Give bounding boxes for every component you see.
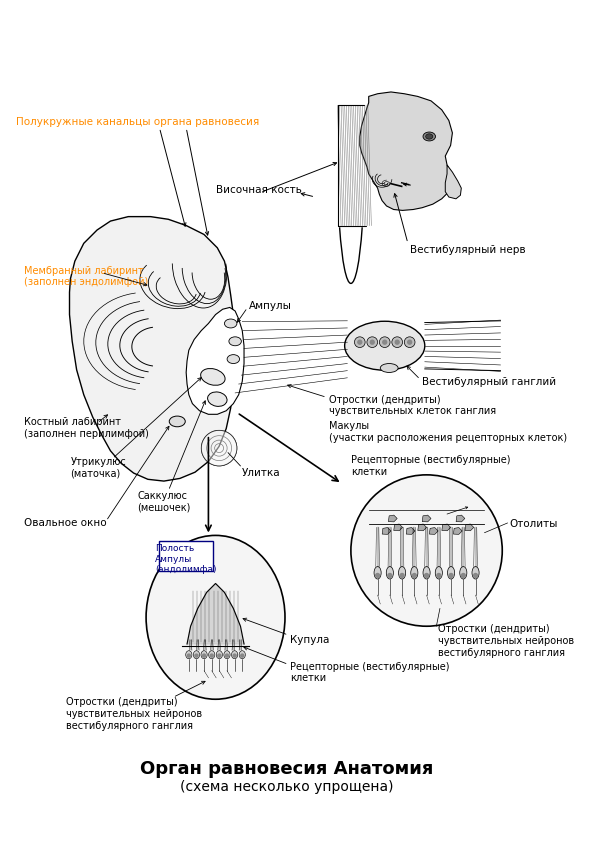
Ellipse shape — [460, 566, 467, 579]
Ellipse shape — [399, 566, 405, 579]
Circle shape — [202, 653, 207, 658]
Ellipse shape — [472, 566, 479, 579]
Polygon shape — [187, 584, 244, 644]
Ellipse shape — [229, 337, 241, 346]
Text: Орган равновесия Анатомия: Орган равновесия Анатомия — [140, 759, 433, 778]
Ellipse shape — [193, 650, 199, 659]
Circle shape — [232, 653, 237, 658]
Circle shape — [387, 572, 392, 578]
Ellipse shape — [208, 650, 215, 659]
Text: Височная кость: Височная кость — [216, 185, 301, 196]
Ellipse shape — [239, 650, 245, 659]
Circle shape — [375, 572, 380, 578]
Text: Отолиты: Отолиты — [509, 520, 558, 529]
Ellipse shape — [374, 566, 381, 579]
Polygon shape — [394, 524, 402, 531]
Ellipse shape — [201, 650, 207, 659]
Circle shape — [436, 572, 442, 578]
Polygon shape — [360, 92, 453, 210]
Ellipse shape — [227, 355, 239, 364]
Polygon shape — [465, 524, 474, 531]
Text: Отростки (дендриты)
чувствительных клеток ганглия: Отростки (дендриты) чувствительных клето… — [328, 395, 496, 417]
Circle shape — [379, 337, 390, 347]
Circle shape — [370, 339, 375, 345]
Circle shape — [404, 337, 415, 347]
Polygon shape — [445, 165, 461, 199]
Text: Вестибулярный нерв: Вестибулярный нерв — [410, 245, 525, 255]
Circle shape — [201, 430, 237, 466]
Circle shape — [473, 572, 478, 578]
Circle shape — [367, 337, 377, 347]
Circle shape — [187, 653, 191, 658]
Text: Рецепторные (вестибулярные)
клетки: Рецепторные (вестибулярные) клетки — [290, 662, 450, 683]
Circle shape — [217, 653, 221, 658]
Circle shape — [392, 337, 402, 347]
Text: Полукружные канальцы органа равновесия: Полукружные канальцы органа равновесия — [16, 117, 259, 127]
Circle shape — [399, 572, 405, 578]
Text: Улитка: Улитка — [242, 468, 281, 478]
Ellipse shape — [216, 650, 223, 659]
Circle shape — [357, 339, 362, 345]
Ellipse shape — [426, 134, 433, 139]
Circle shape — [395, 339, 400, 345]
Ellipse shape — [435, 566, 442, 579]
Circle shape — [407, 339, 413, 345]
Text: (схема несколько упрощена): (схема несколько упрощена) — [180, 780, 393, 794]
Polygon shape — [429, 527, 438, 534]
Polygon shape — [418, 524, 427, 531]
Ellipse shape — [344, 321, 425, 371]
Polygon shape — [382, 527, 391, 534]
Text: Купула: Купула — [290, 635, 330, 645]
Ellipse shape — [411, 566, 418, 579]
Circle shape — [210, 653, 214, 658]
Text: Макулы
(участки расположения рецепторных клеток): Макулы (участки расположения рецепторных… — [328, 422, 567, 443]
Ellipse shape — [232, 650, 238, 659]
Circle shape — [240, 653, 245, 658]
Polygon shape — [422, 515, 431, 522]
Ellipse shape — [208, 392, 227, 406]
Polygon shape — [442, 524, 451, 531]
Text: Отростки (дендриты)
чувствительных нейронов
вестибулярного ганглия: Отростки (дендриты) чувствительных нейро… — [66, 697, 202, 731]
Polygon shape — [406, 527, 415, 534]
Ellipse shape — [448, 566, 455, 579]
Polygon shape — [389, 515, 397, 522]
Circle shape — [424, 572, 429, 578]
Circle shape — [461, 572, 466, 578]
Text: Мембранный лабиринт
(заполнен эндолимфой): Мембранный лабиринт (заполнен эндолимфой… — [24, 266, 148, 288]
Text: Костный лабиринт
(заполнен перилимфой): Костный лабиринт (заполнен перилимфой) — [24, 417, 149, 438]
Ellipse shape — [224, 319, 237, 328]
Text: Рецепторные (вестибулярные)
клетки: Рецепторные (вестибулярные) клетки — [351, 456, 510, 477]
Ellipse shape — [186, 650, 192, 659]
Ellipse shape — [169, 416, 185, 427]
Circle shape — [412, 572, 417, 578]
Circle shape — [448, 572, 454, 578]
Ellipse shape — [380, 364, 398, 372]
Text: Отростки (дендриты)
чувствительных нейронов
вестибулярного ганглия: Отростки (дендриты) чувствительных нейро… — [438, 624, 574, 657]
Ellipse shape — [146, 535, 285, 699]
Circle shape — [382, 339, 387, 345]
Polygon shape — [69, 216, 235, 481]
Text: Ампулы: Ампулы — [250, 301, 293, 311]
Polygon shape — [453, 527, 462, 534]
Text: Вестибулярный ганглий: Вестибулярный ганглий — [422, 377, 556, 387]
Text: Утрикулюс
(маточка): Утрикулюс (маточка) — [70, 457, 126, 479]
Ellipse shape — [423, 566, 430, 579]
Text: Полость
Ампулы
(эндолимфа): Полость Ампулы (эндолимфа) — [155, 545, 217, 574]
Text: Овальное окно: Овальное окно — [24, 518, 107, 527]
Ellipse shape — [224, 650, 230, 659]
Circle shape — [351, 475, 502, 626]
Polygon shape — [186, 307, 244, 414]
Circle shape — [355, 337, 365, 347]
Ellipse shape — [386, 566, 393, 579]
Polygon shape — [456, 515, 465, 522]
Circle shape — [224, 653, 229, 658]
Circle shape — [194, 653, 199, 658]
Ellipse shape — [201, 369, 225, 385]
Ellipse shape — [423, 132, 435, 141]
Text: Саккулюс
(мешочек): Саккулюс (мешочек) — [137, 491, 190, 513]
FancyBboxPatch shape — [159, 540, 213, 571]
